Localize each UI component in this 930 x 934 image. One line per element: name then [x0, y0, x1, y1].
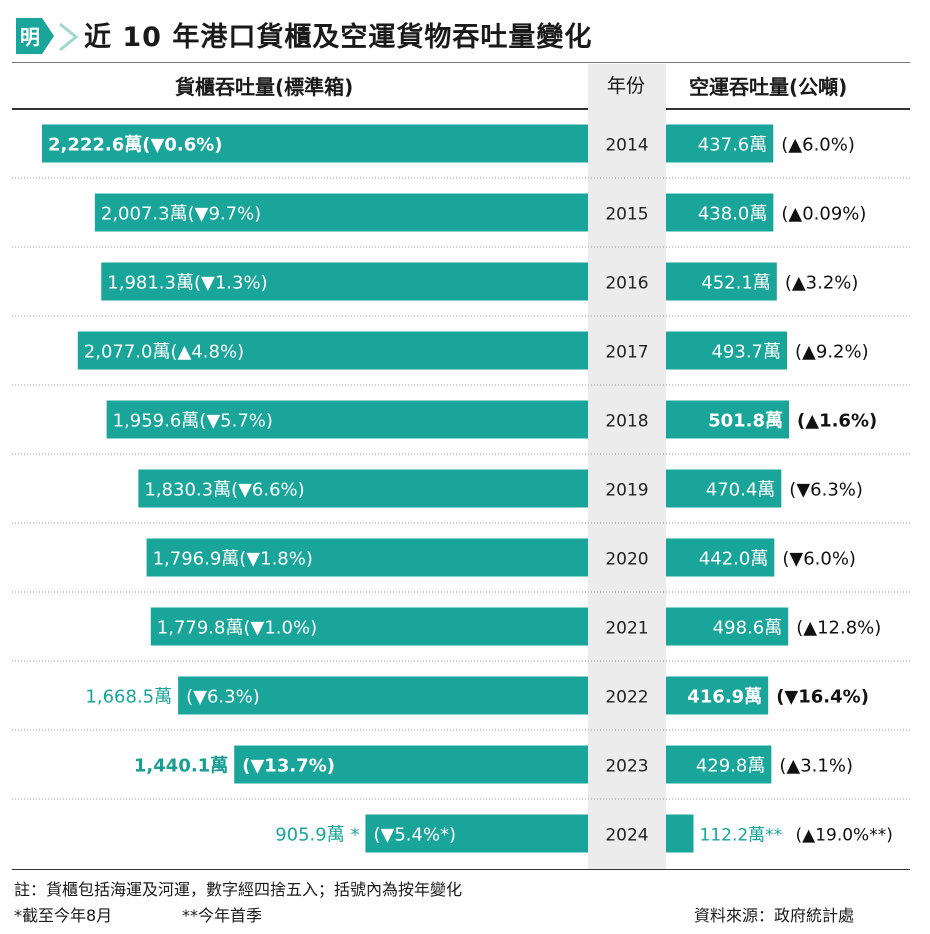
container-change-label: (▼6.3%) [186, 687, 260, 708]
container-value-label: 1,779.8萬(▼1.0%) [157, 618, 317, 639]
air-value-label: 437.6萬 [698, 135, 768, 156]
air-value-label: 498.6萬 [713, 618, 783, 639]
air-change-label: (▲3.2%) [785, 273, 859, 294]
year-label: 2016 [605, 274, 648, 294]
air-change-label: (▼16.4%) [776, 687, 869, 708]
container-bar [234, 745, 588, 784]
air-change-label: (▲6.0%) [781, 135, 855, 156]
container-value-label: 1,796.9萬(▼1.8%) [153, 549, 313, 570]
air-change-label: (▼6.0%) [782, 549, 856, 570]
air-value-label: 452.1萬 [701, 273, 771, 294]
container-bar [106, 400, 588, 439]
air-bar [666, 538, 775, 577]
air-change-label: (▲9.2%) [795, 342, 869, 363]
container-value-label: 1,440.1萬 [134, 756, 228, 777]
container-change-label: (▼5.4%*) [373, 825, 456, 846]
air-value-label: 112.2萬** [700, 826, 783, 846]
air-value-label: 501.8萬 [708, 411, 783, 432]
container-change-label: (▼13.7%) [242, 756, 335, 777]
air-bar [666, 607, 789, 646]
year-label: 2015 [605, 205, 648, 225]
air-bar [666, 193, 774, 232]
chart-title: 近 10 年港口貨櫃及空運貨物吞吐量變化 [84, 22, 593, 53]
container-bar [150, 607, 588, 646]
air-change-label: (▲0.09%) [781, 204, 866, 225]
container-value-label: 1,668.5萬 [85, 687, 172, 708]
air-bar [666, 331, 788, 370]
container-value-label: 2,077.0萬(▲4.8%) [84, 342, 244, 363]
air-value-label: 442.0萬 [699, 549, 769, 570]
container-bar [94, 193, 588, 232]
air-bar [666, 400, 789, 439]
logo-text: 明 [20, 25, 40, 49]
year-header: 年份 [607, 75, 646, 97]
air-change-label: (▼6.3%) [789, 480, 863, 501]
year-label: 2017 [605, 343, 648, 363]
container-value-label: 2,222.6萬(▼0.6%) [48, 135, 223, 156]
title-chevron-icon [59, 22, 79, 52]
container-bar [101, 262, 588, 301]
container-value-label: 1,981.3萬(▼1.3%) [107, 273, 267, 294]
container-bar [178, 676, 588, 715]
air-bar [666, 814, 694, 853]
air-change-label: (▲1.6%) [797, 411, 877, 432]
container-header-underline [12, 108, 588, 110]
year-label: 2014 [605, 136, 648, 156]
air-bar [666, 745, 772, 784]
air-header-underline [666, 108, 910, 110]
mingpao-logo: 明 [16, 18, 54, 54]
container-value-label: 1,830.3萬(▼6.6%) [144, 480, 304, 501]
air-change-label: (▲3.1%) [779, 756, 853, 777]
source-note: 資料來源：政府統計處 [694, 906, 855, 925]
year-label: 2024 [605, 826, 648, 846]
container-value-label: 1,959.6萬(▼5.7%) [113, 411, 273, 432]
container-value-label: 2,007.3萬(▼9.7%) [101, 204, 261, 225]
air-value-label: 470.4萬 [706, 480, 776, 501]
year-label: 2023 [605, 757, 648, 777]
footnote-star: *截至今年8月 [14, 906, 113, 925]
year-label: 2018 [605, 412, 648, 432]
air-value-label: 438.0萬 [698, 204, 768, 225]
year-column-background [588, 64, 666, 869]
container-bar [77, 331, 589, 370]
bottom-divider [12, 869, 910, 870]
air-value-label: 429.8萬 [696, 756, 766, 777]
air-change-label: (▲19.0%**) [796, 826, 893, 846]
air-header: 空運吞吐量(公噸) [689, 75, 848, 99]
year-label: 2019 [605, 481, 648, 501]
year-label: 2022 [605, 688, 648, 708]
air-value-label: 493.7萬 [711, 342, 781, 363]
footnote-double-star: **今年首季 [182, 906, 263, 925]
year-label: 2021 [605, 619, 648, 639]
air-value-label: 416.9萬 [687, 687, 762, 708]
year-label: 2020 [605, 550, 648, 570]
container-bar [138, 469, 589, 508]
container-bar [365, 814, 588, 853]
container-bar [146, 538, 588, 577]
footnote-note: 註：貨櫃包括海運及河運，數字經四捨五入；括號內為按年變化 [14, 880, 463, 899]
air-bar [666, 676, 769, 715]
air-bar [666, 262, 777, 301]
air-bar [666, 124, 774, 163]
air-change-label: (▲12.8%) [796, 618, 881, 639]
top-divider [12, 62, 910, 63]
air-bar [666, 469, 782, 508]
container-value-label: 905.9萬 * [275, 825, 359, 846]
container-header: 貨櫃吞吐量(標準箱) [175, 75, 354, 99]
container-bar [42, 124, 588, 163]
